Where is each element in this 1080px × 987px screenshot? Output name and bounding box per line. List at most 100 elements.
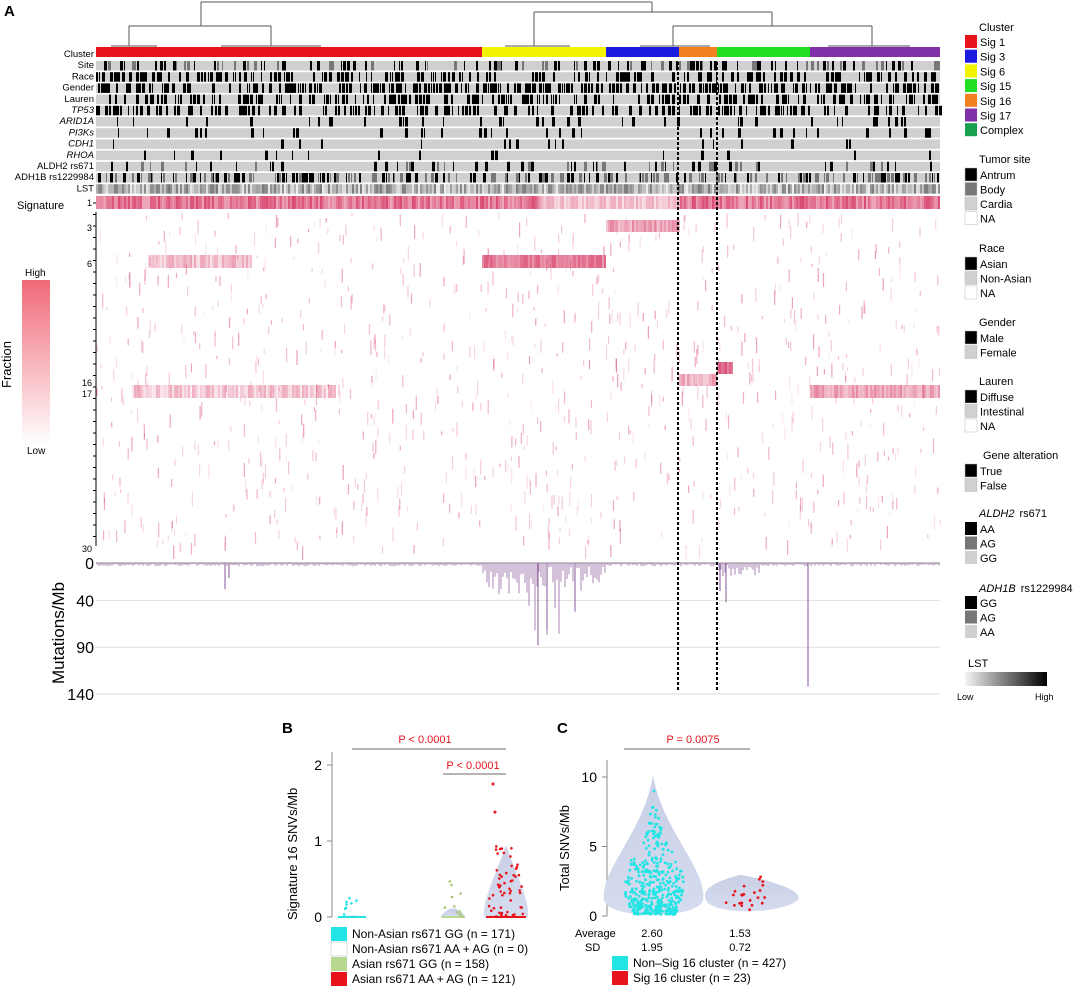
panel-c-point-non-sig16 [641,897,645,901]
track-cell [672,105,675,116]
heat-cell [230,295,233,302]
lst-cell [334,184,336,194]
sig1-cell [190,196,192,209]
track-cell [243,94,246,105]
sig1-cell [662,196,664,209]
sig6-cell [504,255,506,268]
heat-cell [688,407,690,422]
heat-cell [845,281,847,292]
track-cell [672,72,675,82]
sig1-cell [520,196,522,209]
track-cell [152,83,153,93]
heat-cell [392,408,394,424]
track-cell [646,83,648,93]
heat-cell [557,248,560,257]
sig1-cell [450,196,452,209]
heat-cell [312,450,314,462]
legend-gender-swatch [964,345,978,359]
track-cell [888,72,891,82]
track-cell [151,94,154,105]
sig1-cell [384,196,386,209]
signature-tick-label: 3 [87,223,92,233]
heat-cell [487,248,489,263]
heat-cell [244,395,246,406]
heat-cell [480,459,482,475]
panel-c-point-non-sig16 [650,805,654,809]
sig17-cell [862,385,864,398]
track-cell [651,173,652,183]
panel-c-point-non-sig16 [648,889,651,893]
heat-cell [562,342,564,353]
heat-cell [194,306,196,317]
heat-cell [308,297,310,304]
track-cell [829,83,832,93]
track-cell [850,94,853,105]
heat-cell [662,396,664,402]
lst-cell [526,184,528,194]
heat-cell [655,234,657,242]
heat-cell [368,324,371,335]
panel-c-point-non-sig16 [655,840,659,844]
track-cell [491,150,494,161]
panel-c-point-non-sig16 [643,893,647,896]
lst-cell [242,184,244,194]
panel-c-point-non-sig16 [669,902,673,906]
track-cell [371,72,372,82]
panel-b-point-asian-gg [450,883,453,887]
panel-c-point-non-sig16 [659,904,663,908]
panel-c-point-non-sig16 [661,848,665,851]
track-cell [507,161,509,172]
heat-cell [846,354,848,358]
heat-cell [688,485,690,493]
lst-cell [336,184,338,194]
track-cell [589,72,590,82]
heat-cell [127,492,129,504]
track-cell [881,61,884,71]
heat-cell [705,279,707,292]
lst-cell [532,184,534,194]
sig3-cell [678,220,680,232]
heat-cell [377,487,379,501]
heat-cell [278,386,280,392]
track-cell [677,117,680,127]
heat-cell [375,369,377,380]
heat-cell [540,420,542,433]
heat-cell [260,296,262,305]
heat-cell [609,313,611,324]
sig6-cell [526,255,528,268]
track-cell [809,173,811,183]
heat-cell [162,539,164,544]
heat-cell [639,236,641,249]
sig17-cell [922,385,924,398]
lst-cell [396,184,398,194]
sig1-cell [390,196,392,209]
legend-gene-alteration-title: Gene alteration [983,450,1058,462]
track-cell [649,105,651,116]
track-cell [806,61,808,71]
track-cell [191,105,193,116]
sig17-cell [212,385,214,398]
heat-cell [534,236,536,252]
heat-cell [528,356,531,365]
sig17-cell [874,385,876,398]
track-label: Cluster [64,49,94,60]
legend-tumor-site-swatch [964,211,978,225]
panel-b-point-asian-aaag [495,915,498,918]
heat-cell [813,334,815,350]
sig17-cell [136,385,138,398]
annotation-tracks [96,47,942,194]
track-cell [738,117,739,127]
track-cell [405,94,406,105]
track-cell [756,161,757,172]
track-cell [904,72,905,82]
heat-cell [877,497,880,509]
track-cell [821,94,822,105]
lst-cell [566,184,568,194]
panel-b-point-asian-aaag [495,845,498,848]
heat-cell [676,344,678,357]
panel-c-point-non-sig16 [638,863,642,867]
heat-cell [809,215,811,224]
track-cell [722,61,725,71]
heat-cell [137,317,139,329]
track-cell [279,83,281,93]
